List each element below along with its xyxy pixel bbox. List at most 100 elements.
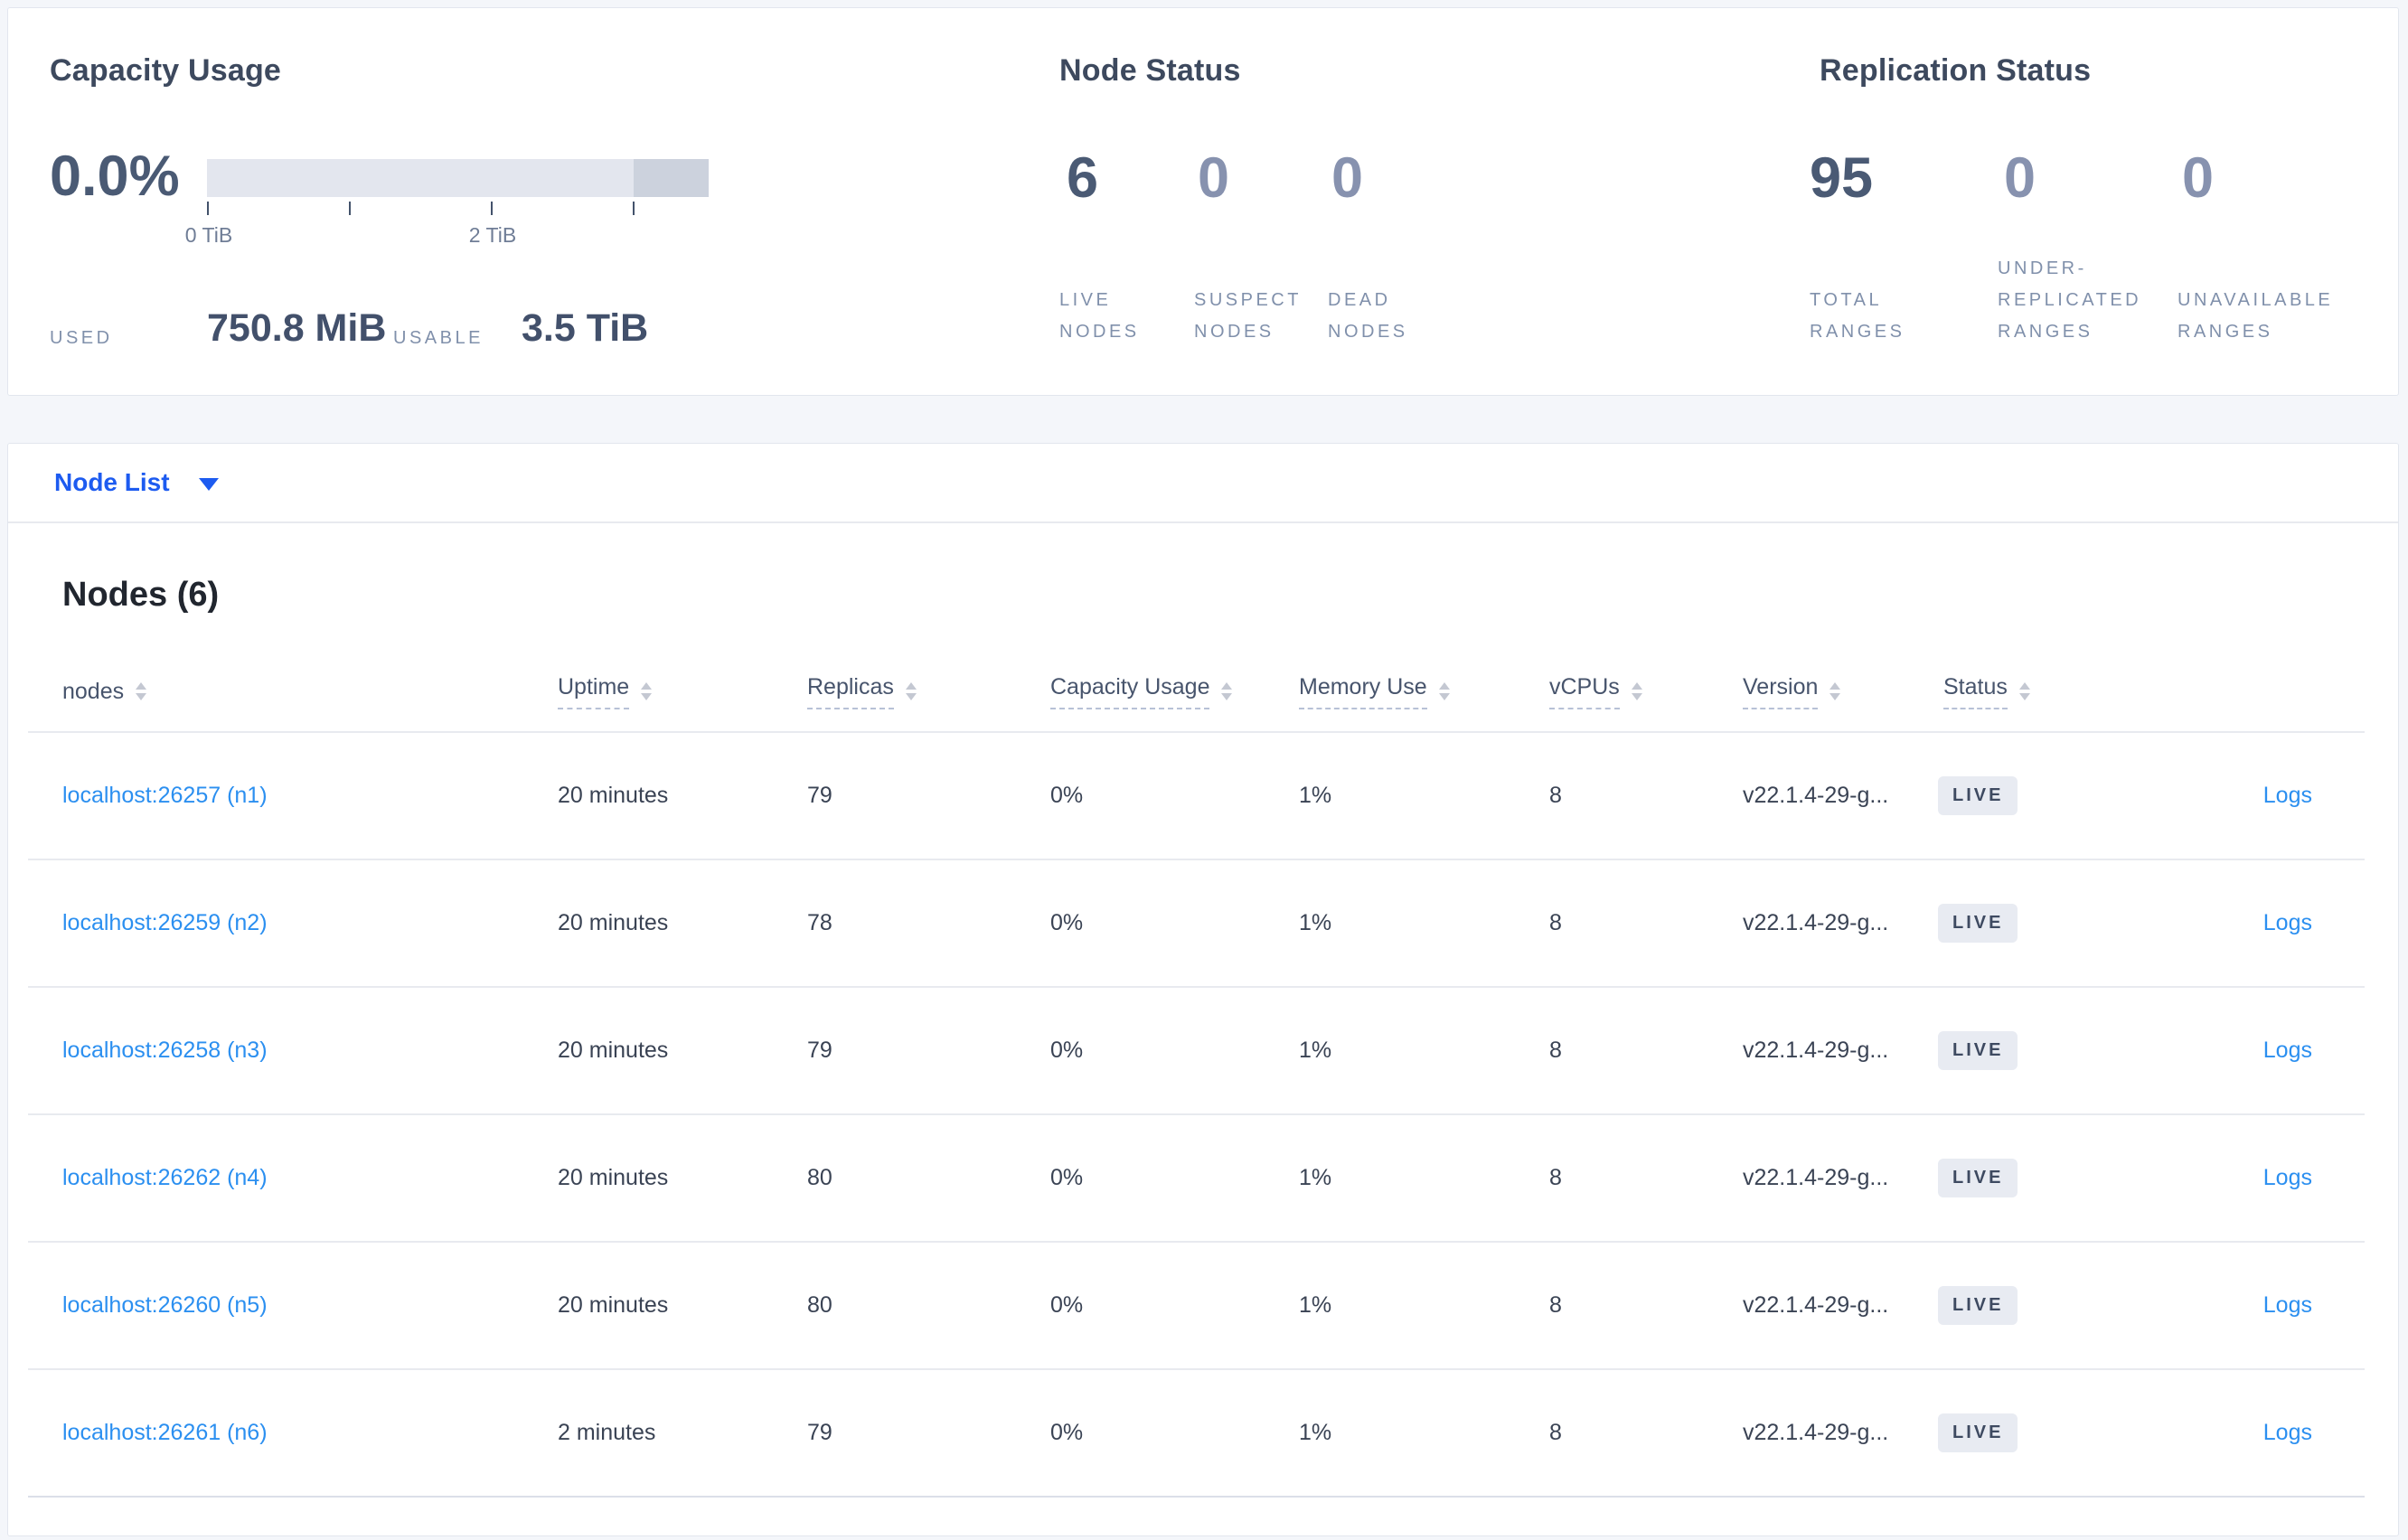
caret-down-icon — [198, 478, 219, 491]
status-badge: LIVE — [1938, 1286, 2018, 1325]
capacity-bar-reserved-segment — [634, 159, 709, 197]
replicas-cell: 79 — [807, 1420, 832, 1445]
node-link[interactable]: localhost:26261 (n6) — [62, 1420, 268, 1445]
version-cell: v22.1.4-29-g... — [1743, 910, 1889, 935]
table-row: localhost:26258 (n3) 20 minutes 79 0% 1%… — [28, 988, 2365, 1115]
memory-cell: 1% — [1299, 783, 1332, 808]
column-header-version[interactable]: Version — [1743, 674, 1943, 709]
capacity-usage-bar — [207, 159, 709, 197]
sort-icon — [2018, 682, 2030, 700]
capacity-axis-tick — [349, 202, 351, 215]
table-row: localhost:26262 (n4) 20 minutes 80 0% 1%… — [28, 1115, 2365, 1243]
status-badge: LIVE — [1938, 1413, 2018, 1452]
replicas-cell: 80 — [807, 1165, 832, 1190]
column-header-memory-use[interactable]: Memory Use — [1299, 674, 1549, 709]
uptime-cell: 20 minutes — [558, 783, 669, 808]
table-row: localhost:26260 (n5) 20 minutes 80 0% 1%… — [28, 1243, 2365, 1370]
nodes-section-title: Nodes (6) — [62, 576, 220, 614]
version-cell: v22.1.4-29-g... — [1743, 1420, 1889, 1445]
live-nodes-label: LIVE NODES — [1059, 290, 1140, 342]
vcpus-cell: 8 — [1549, 1292, 1562, 1318]
capacity-used-value: 750.8 MiB — [207, 306, 387, 350]
memory-cell: 1% — [1299, 910, 1332, 935]
version-cell: v22.1.4-29-g... — [1743, 783, 1889, 808]
nodes-table: nodes Uptime Replicas Capacity Usage Mem… — [28, 652, 2365, 1498]
version-cell: v22.1.4-29-g... — [1743, 1038, 1889, 1063]
status-badge: LIVE — [1938, 776, 2018, 815]
logs-link[interactable]: Logs — [2262, 1292, 2312, 1318]
live-nodes-count: 6 — [1067, 146, 1099, 210]
column-header-vcpus[interactable]: vCPUs — [1549, 674, 1743, 709]
memory-cell: 1% — [1299, 1038, 1332, 1063]
status-badge: LIVE — [1938, 1159, 2018, 1197]
capacity-axis-tick — [491, 202, 493, 215]
column-header-nodes[interactable]: nodes — [28, 679, 558, 705]
sort-icon — [641, 682, 653, 700]
status-badge: LIVE — [1938, 1031, 2018, 1070]
vcpus-cell: 8 — [1549, 783, 1562, 808]
capacity-cell: 0% — [1050, 1420, 1084, 1445]
capacity-cell: 0% — [1050, 1292, 1084, 1318]
status-badge: LIVE — [1938, 904, 2018, 943]
dead-nodes-label: DEAD NODES — [1328, 290, 1408, 342]
capacity-usage-title: Capacity Usage — [50, 53, 282, 88]
node-list-header: Node List — [8, 444, 2398, 523]
sort-icon — [1221, 682, 1233, 700]
capacity-axis-label-0: 0 TiB — [184, 223, 233, 247]
replicas-cell: 80 — [807, 1292, 832, 1318]
logs-link[interactable]: Logs — [2262, 910, 2312, 935]
sort-icon — [1830, 682, 1841, 700]
node-list-dropdown-label: Node List — [54, 468, 170, 496]
vcpus-cell: 8 — [1549, 1420, 1562, 1445]
memory-cell: 1% — [1299, 1420, 1332, 1445]
node-link[interactable]: localhost:26260 (n5) — [62, 1292, 268, 1318]
replicas-cell: 79 — [807, 1038, 832, 1063]
table-row: localhost:26257 (n1) 20 minutes 79 0% 1%… — [28, 733, 2365, 860]
logs-link[interactable]: Logs — [2262, 1420, 2312, 1445]
capacity-cell: 0% — [1050, 1038, 1084, 1063]
unavailable-ranges-label: UNAVAILABLE RANGES — [2178, 290, 2334, 342]
logs-link[interactable]: Logs — [2262, 1165, 2312, 1190]
capacity-cell: 0% — [1050, 783, 1084, 808]
under-replicated-ranges-count: 0 — [2004, 146, 2036, 210]
node-link[interactable]: localhost:26257 (n1) — [62, 783, 268, 808]
uptime-cell: 20 minutes — [558, 1292, 669, 1318]
capacity-cell: 0% — [1050, 1165, 1084, 1190]
column-header-capacity-usage[interactable]: Capacity Usage — [1050, 674, 1299, 709]
replicas-cell: 78 — [807, 910, 832, 935]
nodes-table-header-row: nodes Uptime Replicas Capacity Usage Mem… — [28, 652, 2365, 733]
cluster-summary-panel: Capacity Usage 0.0% 0 TiB 2 TiB USED 750… — [7, 7, 2399, 396]
vcpus-cell: 8 — [1549, 1038, 1562, 1063]
node-status-title: Node Status — [1059, 53, 1241, 88]
sort-icon — [905, 682, 917, 700]
table-row: localhost:26259 (n2) 20 minutes 78 0% 1%… — [28, 860, 2365, 988]
column-header-uptime[interactable]: Uptime — [558, 674, 807, 709]
capacity-usable-value: 3.5 TiB — [522, 306, 649, 350]
capacity-axis-tick — [633, 202, 635, 215]
column-header-replicas[interactable]: Replicas — [807, 674, 1050, 709]
uptime-cell: 20 minutes — [558, 1165, 669, 1190]
total-ranges-label: TOTAL RANGES — [1810, 290, 1905, 342]
suspect-nodes-count: 0 — [1198, 146, 1230, 210]
node-link[interactable]: localhost:26258 (n3) — [62, 1038, 268, 1063]
dead-nodes-count: 0 — [1331, 146, 1364, 210]
node-link[interactable]: localhost:26262 (n4) — [62, 1165, 268, 1190]
under-replicated-ranges-label: UNDER-REPLICATED RANGES — [1998, 258, 2142, 342]
version-cell: v22.1.4-29-g... — [1743, 1292, 1889, 1318]
node-list-panel: Node List Nodes (6) nodes Uptime Replica… — [7, 443, 2399, 1536]
node-list-dropdown[interactable]: Node List — [54, 468, 219, 497]
sort-icon — [1631, 682, 1642, 700]
memory-cell: 1% — [1299, 1165, 1332, 1190]
total-ranges-count: 95 — [1810, 146, 1874, 210]
unavailable-ranges-count: 0 — [2182, 146, 2215, 210]
sort-icon — [136, 682, 147, 700]
vcpus-cell: 8 — [1549, 1165, 1562, 1190]
capacity-used-label: USED — [50, 328, 113, 348]
node-link[interactable]: localhost:26259 (n2) — [62, 910, 268, 935]
logs-link[interactable]: Logs — [2262, 1038, 2312, 1063]
table-row: localhost:26261 (n6) 2 minutes 79 0% 1% … — [28, 1370, 2365, 1498]
column-header-status[interactable]: Status — [1943, 674, 2106, 709]
logs-link[interactable]: Logs — [2262, 783, 2312, 808]
capacity-axis-tick — [207, 202, 209, 215]
uptime-cell: 2 minutes — [558, 1420, 656, 1445]
